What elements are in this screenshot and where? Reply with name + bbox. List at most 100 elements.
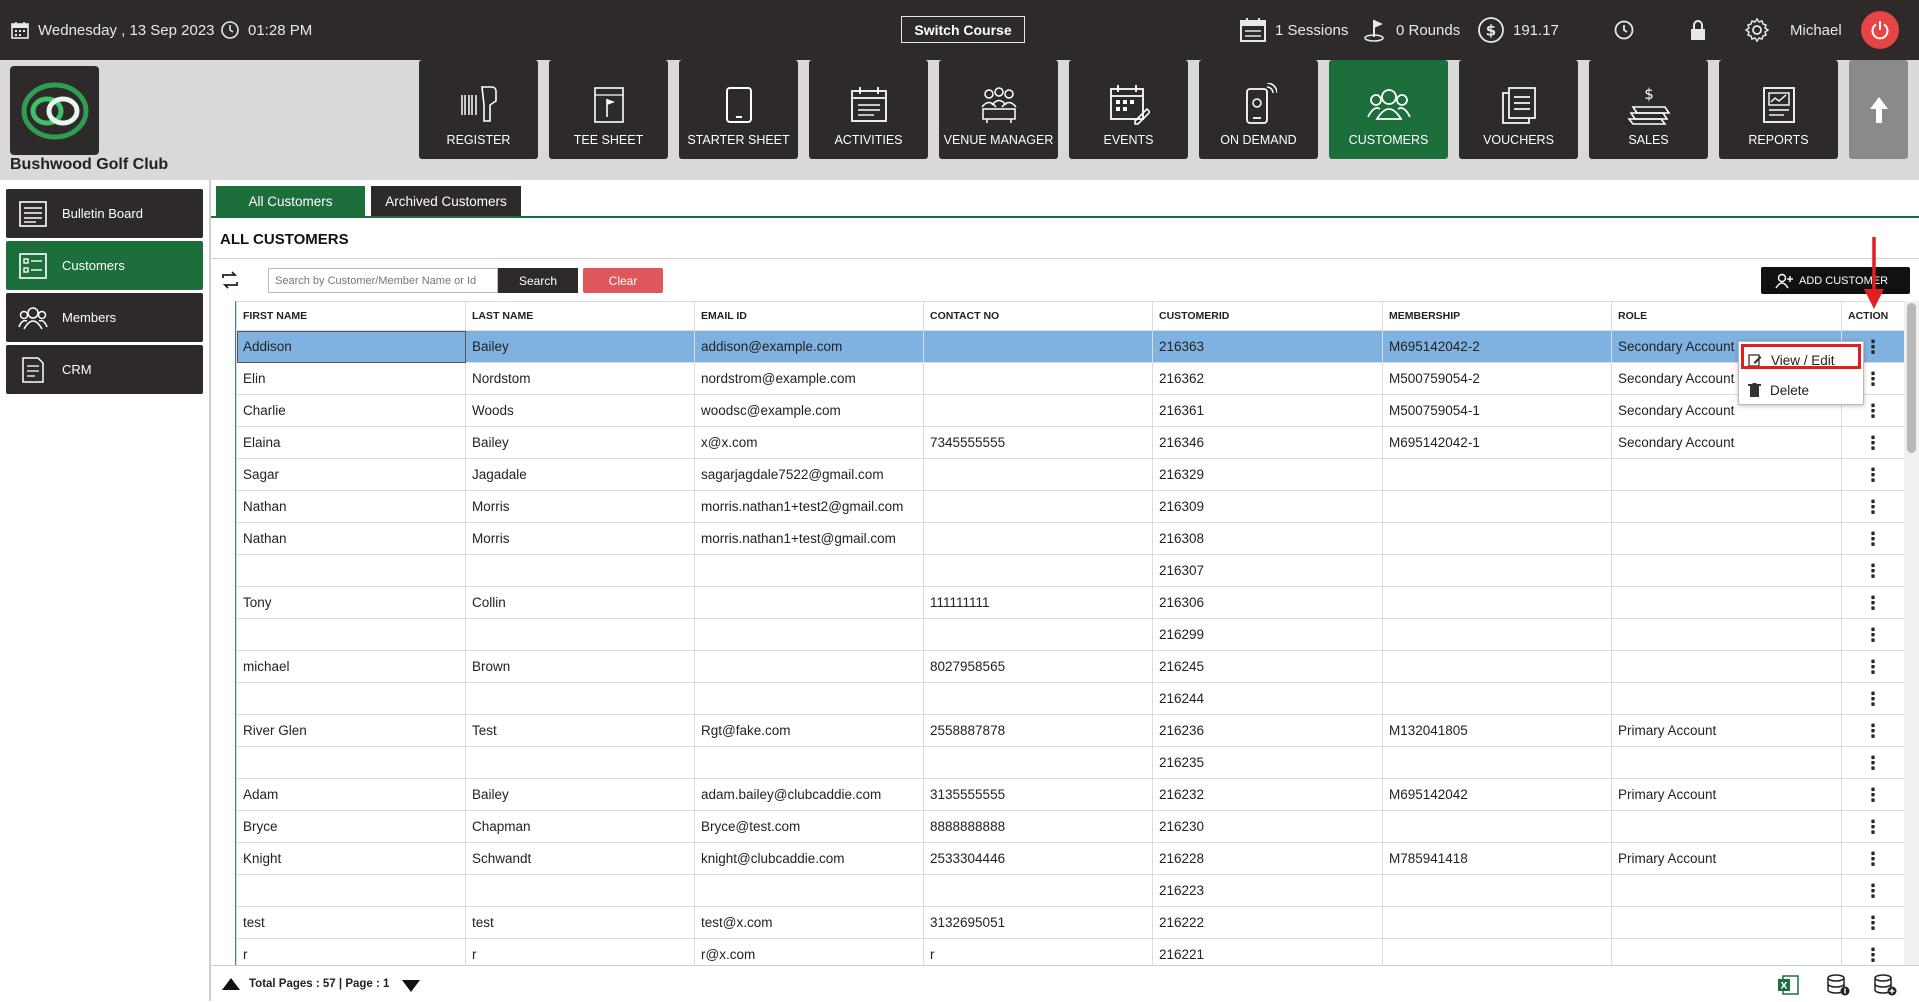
- cell-first-name: [236, 682, 466, 715]
- search-button[interactable]: Search: [498, 268, 578, 293]
- tab-archived-customers[interactable]: Archived Customers: [371, 186, 521, 216]
- column-header-last-name[interactable]: LAST NAME: [465, 301, 695, 331]
- nav-activities[interactable]: ACTIVITIES: [809, 60, 928, 159]
- nav-tee-sheet[interactable]: TEE SHEET: [549, 60, 668, 159]
- nav-events[interactable]: EVENTS: [1069, 60, 1188, 159]
- rounds-display[interactable]: 0 Rounds: [1362, 0, 1460, 60]
- table-row[interactable]: test test test@x.com 3132695051 216222 ⋮: [236, 906, 1904, 939]
- table-row[interactable]: 216244 ⋮: [236, 682, 1904, 715]
- row-action-menu-button[interactable]: ⋮: [1841, 778, 1904, 811]
- table-row[interactable]: michael Brown 8027958565 216245 ⋮: [236, 650, 1904, 683]
- page-down-icon[interactable]: [401, 979, 421, 993]
- column-header-contact[interactable]: CONTACT NO: [923, 301, 1153, 331]
- customers-table-container: FIRST NAME LAST NAME EMAIL ID CONTACT NO…: [236, 301, 1904, 965]
- sidebar-item-members[interactable]: Members: [6, 293, 203, 342]
- row-action-menu-button[interactable]: ⋮: [1841, 554, 1904, 587]
- table-row[interactable]: Knight Schwandt knight@clubcaddie.com 25333…: [236, 842, 1904, 875]
- scrollbar-thumb[interactable]: [1907, 303, 1916, 453]
- table-row[interactable]: r r r@x.com r 216221 ⋮: [236, 938, 1904, 965]
- add-user-icon: [1775, 273, 1793, 288]
- lock-button[interactable]: [1688, 0, 1708, 60]
- cell-contact: 7345555555: [923, 426, 1153, 459]
- cell-contact: [923, 682, 1153, 715]
- row-action-menu-button[interactable]: ⋮: [1841, 874, 1904, 907]
- cell-contact: [923, 522, 1153, 555]
- menu-item-delete[interactable]: Delete: [1739, 375, 1865, 405]
- cell-email: r@x.com: [694, 938, 924, 965]
- database-add-icon[interactable]: [1873, 974, 1897, 996]
- switch-course-button[interactable]: Switch Course: [901, 16, 1025, 43]
- logout-button[interactable]: [1861, 11, 1899, 49]
- table-row[interactable]: Elin Nordstom nordstrom@example.com 216362 M…: [236, 362, 1904, 395]
- row-action-menu-button[interactable]: ⋮: [1841, 394, 1904, 427]
- column-header-email[interactable]: EMAIL ID: [694, 301, 924, 331]
- nav-on-demand[interactable]: ON DEMAND: [1199, 60, 1318, 159]
- tab-all-customers[interactable]: All Customers: [216, 186, 365, 216]
- table-row[interactable]: 216299 ⋮: [236, 618, 1904, 651]
- table-row[interactable]: Addison Bailey addison@example.com 216363 M6…: [236, 330, 1904, 363]
- sidebar-item-bulletin-board[interactable]: Bulletin Board: [6, 189, 203, 238]
- table-row[interactable]: Tony Collin 111111111 216306 ⋮: [236, 586, 1904, 619]
- balance-display[interactable]: $ 191.17: [1477, 0, 1559, 60]
- row-action-menu-button[interactable]: ⋮: [1841, 458, 1904, 491]
- table-row[interactable]: Charlie Woods woodsc@example.com 216361 M500…: [236, 394, 1904, 427]
- table-row[interactable]: Nathan Morris morris.nathan1+test2@gmail.c…: [236, 490, 1904, 523]
- cell-customer-id: 216299: [1152, 618, 1383, 651]
- table-scrollbar[interactable]: [1904, 301, 1919, 965]
- table-row[interactable]: 216307 ⋮: [236, 554, 1904, 587]
- row-action-menu-button[interactable]: ⋮: [1841, 746, 1904, 779]
- column-header-role[interactable]: ROLE: [1611, 301, 1842, 331]
- table-row[interactable]: 216235 ⋮: [236, 746, 1904, 779]
- sidebar-item-customers[interactable]: Customers: [6, 241, 203, 290]
- table-row[interactable]: Bryce Chapman Bryce@test.com 8888888888 2162…: [236, 810, 1904, 843]
- sidebar-item-crm[interactable]: CRM: [6, 345, 203, 394]
- clear-button[interactable]: Clear: [583, 268, 663, 293]
- row-action-menu-button[interactable]: ⋮: [1841, 426, 1904, 459]
- row-action-menu-button[interactable]: ⋮: [1841, 938, 1904, 965]
- nav-reports[interactable]: REPORTS: [1719, 60, 1838, 159]
- cell-customer-id: 216235: [1152, 746, 1383, 779]
- row-action-menu-button[interactable]: ⋮: [1841, 682, 1904, 715]
- search-input[interactable]: [268, 268, 498, 293]
- row-action-menu-button[interactable]: ⋮: [1841, 906, 1904, 939]
- excel-export-icon[interactable]: X: [1777, 974, 1799, 996]
- row-action-menu-button[interactable]: ⋮: [1841, 650, 1904, 683]
- row-action-menu-button[interactable]: ⋮: [1841, 522, 1904, 555]
- row-action-menu-button[interactable]: ⋮: [1841, 618, 1904, 651]
- row-action-menu-button[interactable]: ⋮: [1841, 586, 1904, 619]
- cell-role: Primary Account: [1611, 714, 1842, 747]
- nav-register[interactable]: REGISTER: [419, 60, 538, 159]
- cell-contact: [923, 554, 1153, 587]
- sidebar: Bulletin Board Customers Members CRM: [0, 180, 209, 1001]
- row-action-menu-button[interactable]: ⋮: [1841, 810, 1904, 843]
- nav-vouchers[interactable]: VOUCHERS: [1459, 60, 1578, 159]
- table-row[interactable]: River Glen Test Rgt@fake.com 2558887878 2162…: [236, 714, 1904, 747]
- column-header-membership[interactable]: MEMBERSHIP: [1382, 301, 1612, 331]
- row-action-menu-button[interactable]: ⋮: [1841, 714, 1904, 747]
- nav-venue-manager[interactable]: VENUE MANAGER: [939, 60, 1058, 159]
- row-action-menu-button[interactable]: ⋮: [1841, 490, 1904, 523]
- collapse-header-button[interactable]: [1849, 60, 1908, 159]
- row-action-menu-button[interactable]: ⋮: [1841, 842, 1904, 875]
- nav-starter-sheet[interactable]: STARTER SHEET: [679, 60, 798, 159]
- column-header-customer-id[interactable]: CUSTOMERID: [1152, 301, 1383, 331]
- table-row[interactable]: 216223 ⋮: [236, 874, 1904, 907]
- settings-button[interactable]: [1744, 0, 1770, 60]
- sales-icon: $: [1626, 85, 1670, 125]
- user-name[interactable]: Michael: [1790, 21, 1842, 39]
- table-row[interactable]: Elaina Bailey x@x.com 7345555555 216346 M6951…: [236, 426, 1904, 459]
- column-header-first-name[interactable]: FIRST NAME: [236, 301, 466, 331]
- refresh-icon[interactable]: [220, 270, 240, 290]
- table-row[interactable]: Adam Bailey adam.bailey@clubcaddie.com 3135…: [236, 778, 1904, 811]
- database-export-icon[interactable]: [1826, 974, 1850, 996]
- cell-first-name: Tony: [236, 586, 466, 619]
- tablet-icon: [725, 87, 752, 123]
- page-up-icon[interactable]: [221, 977, 241, 991]
- nav-sales[interactable]: $ SALES: [1589, 60, 1708, 159]
- nav-customers[interactable]: CUSTOMERS: [1329, 60, 1448, 159]
- sessions-display[interactable]: 1 Sessions: [1239, 0, 1348, 60]
- table-row[interactable]: Nathan Morris morris.nathan1+test@gmail.co…: [236, 522, 1904, 555]
- table-row[interactable]: Sagar Jagadale sagarjagdale7522@gmail.com 2…: [236, 458, 1904, 491]
- add-customer-button[interactable]: ADD CUSTOMER: [1761, 267, 1910, 294]
- history-button[interactable]: [1613, 0, 1635, 60]
